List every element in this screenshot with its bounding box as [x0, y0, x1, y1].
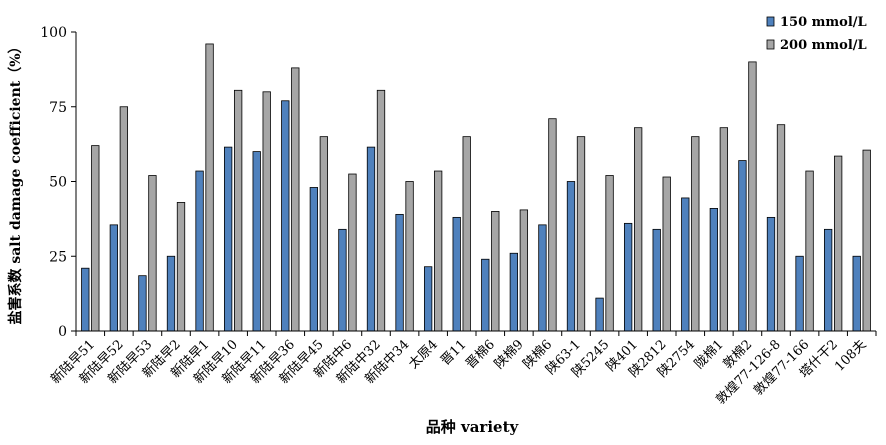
bar-150-22	[709, 208, 719, 332]
x-tick-label: 晋棉6	[463, 337, 498, 372]
legend-swatch	[766, 39, 775, 50]
bar-200-10	[376, 89, 386, 332]
bar-200-27	[862, 149, 871, 332]
legend-label: 150 mmol/L	[780, 15, 867, 30]
bar-200-7	[291, 67, 300, 332]
legend-swatch	[766, 16, 775, 27]
bar-200-17	[576, 136, 586, 332]
bar-200-16	[548, 118, 557, 332]
bar-150-21	[681, 197, 690, 332]
y-tick-label: 75	[49, 100, 67, 116]
bar-200-21	[691, 136, 700, 332]
bar-200-8	[319, 136, 329, 332]
bar-150-9	[338, 228, 347, 332]
bar-150-15	[509, 252, 519, 332]
bar-200-25	[805, 170, 814, 332]
y-tick-label: 50	[49, 175, 67, 191]
bar-150-19	[623, 222, 633, 332]
x-axis-label: 品种 variety	[426, 418, 520, 436]
bar-150-0	[81, 267, 90, 332]
bar-200-20	[662, 176, 671, 332]
bar-150-11	[395, 213, 404, 332]
bar-200-24	[776, 124, 786, 332]
bar-200-3	[176, 202, 186, 332]
bars	[81, 43, 871, 332]
bar-200-4	[205, 43, 214, 332]
bar-200-19	[633, 127, 643, 332]
bar-200-9	[348, 173, 357, 332]
bar-150-5	[223, 146, 233, 332]
bar-200-0	[91, 145, 100, 332]
y-axis-label: 盐害系数 salt damage coefficient（%）	[7, 39, 24, 324]
x-tick-label: 太原4	[406, 337, 441, 372]
bar-200-14	[491, 210, 500, 332]
x-axis: 新陆早51新陆早52新陆早53新陆早2新陆早1新陆早10新陆早11新陆早36新陆…	[48, 330, 877, 408]
bar-150-13	[452, 216, 461, 332]
bar-150-1	[109, 224, 119, 332]
bar-200-13	[462, 136, 471, 332]
y-tick-label: 0	[58, 324, 67, 340]
x-tick-label: 陇棉1	[692, 337, 727, 372]
bar-150-23	[738, 160, 747, 332]
bar-150-20	[652, 228, 661, 332]
x-tick-label: 108夫	[832, 337, 869, 374]
bar-200-5	[233, 89, 243, 332]
bar-150-16	[538, 224, 547, 332]
bar-200-6	[262, 91, 271, 332]
bar-200-18	[605, 175, 614, 332]
bar-150-14	[481, 258, 490, 332]
bar-150-12	[423, 266, 433, 332]
bar-150-25	[795, 255, 804, 332]
y-tick-label: 25	[49, 249, 67, 265]
bar-150-27	[852, 255, 861, 332]
y-tick-label: 100	[40, 25, 67, 41]
bar-150-2	[138, 275, 147, 332]
bar-200-22	[719, 127, 729, 332]
bar-150-7	[281, 100, 290, 332]
bar-150-24	[766, 216, 776, 332]
legend-label: 200 mmol/L	[780, 38, 867, 53]
x-tick-label: 陕棉9	[492, 337, 527, 372]
bar-200-2	[148, 175, 157, 332]
bar-200-15	[519, 209, 529, 332]
bar-200-12	[433, 170, 443, 332]
bar-150-10	[366, 146, 376, 332]
bar-150-17	[566, 181, 576, 332]
bar-150-8	[309, 187, 319, 332]
legend: 150 mmol/L 200 mmol/L	[766, 15, 867, 53]
y-axis: 0 25 50 75 100	[40, 25, 77, 340]
bar-150-4	[195, 170, 204, 332]
bar-150-3	[166, 255, 176, 332]
bar-150-26	[823, 228, 833, 332]
bar-150-6	[252, 151, 261, 332]
bar-150-18	[595, 297, 604, 332]
bar-200-26	[833, 155, 843, 332]
bar-200-23	[748, 61, 757, 332]
bar-200-1	[119, 106, 129, 332]
bar-200-11	[405, 181, 414, 332]
